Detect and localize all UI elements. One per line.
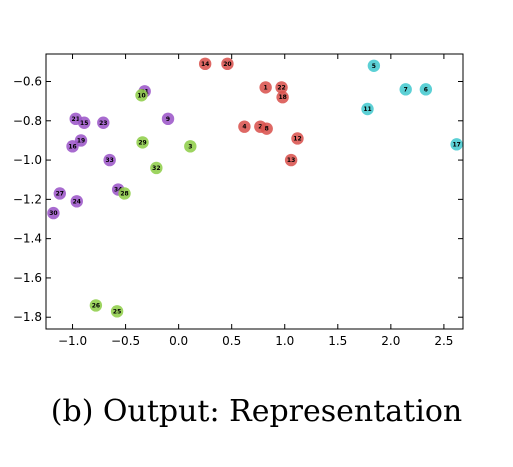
- scatter-point: [77, 116, 91, 129]
- y-axis: −0.6 −0.8 −1.0 −1.2 −1.4 −1.6 −1.8: [13, 75, 463, 324]
- y-tick-label: −0.6: [13, 75, 42, 89]
- scatter-point: [136, 136, 149, 149]
- scatter-point: [367, 59, 381, 72]
- point-label: 13: [287, 157, 295, 164]
- point-label: 27: [56, 190, 64, 197]
- point-label: 32: [152, 165, 160, 172]
- plot-frame: [45, 53, 464, 330]
- x-tick-label: 2.5: [434, 334, 453, 348]
- point-label: 4: [242, 124, 246, 131]
- point-label: 12: [293, 135, 301, 142]
- scatter-point: [70, 195, 83, 208]
- scatter-point: [284, 153, 298, 167]
- scatter-point: [135, 89, 148, 102]
- point-label: 30: [49, 210, 57, 217]
- y-tick-label: −1.6: [13, 271, 42, 285]
- scatter-point: [198, 57, 212, 71]
- point-label: 26: [92, 302, 100, 309]
- point-label: 3: [188, 143, 192, 150]
- scatter-point: [291, 132, 304, 145]
- scatter-point: [161, 112, 175, 126]
- scatter-point: [47, 206, 60, 220]
- scatter-point: [150, 161, 163, 175]
- scatter-point: [361, 102, 374, 116]
- point-label: 11: [363, 106, 371, 113]
- point-label: 29: [138, 139, 146, 146]
- point-label: 5: [372, 63, 376, 70]
- x-tick-label: −1.0: [58, 334, 87, 348]
- point-label: 17: [452, 141, 460, 148]
- scatter-point: [450, 138, 463, 151]
- x-axis: −1.0 −0.5 0.0 0.5 1.0 1.5 2.0 2.5: [58, 54, 453, 348]
- point-label: 22: [277, 84, 285, 91]
- point-label: 24: [73, 198, 81, 205]
- point-label: 28: [120, 190, 128, 197]
- point-label: 20: [223, 61, 231, 68]
- y-tick-label: −1.0: [13, 153, 42, 167]
- x-tick-label: 2.0: [381, 334, 400, 348]
- scatter-point: [53, 187, 66, 200]
- x-tick-label: 0.5: [222, 334, 241, 348]
- point-label: 9: [166, 116, 170, 123]
- points-layer: 1420122184281213576111731921152319163334…: [47, 57, 463, 318]
- point-label: 15: [80, 120, 88, 127]
- y-tick-label: −1.8: [13, 310, 42, 324]
- point-label: 14: [201, 61, 209, 68]
- scatter-point: [399, 83, 412, 96]
- scatter-point: [275, 81, 288, 94]
- scatter-point: [184, 140, 197, 153]
- y-tick-label: −0.8: [13, 114, 42, 128]
- scatter-point: [238, 120, 251, 133]
- point-label: 6: [424, 86, 428, 93]
- y-tick-label: −1.2: [13, 192, 42, 206]
- x-tick-label: 1.5: [328, 334, 347, 348]
- point-label: 1: [264, 84, 268, 91]
- plot-background: [46, 54, 463, 329]
- point-label: 10: [137, 92, 145, 99]
- point-label: 25: [113, 308, 121, 315]
- scatter-point: [110, 305, 124, 318]
- point-label: 2: [258, 124, 262, 131]
- point-label: 8: [265, 126, 269, 133]
- point-label: 34: [114, 187, 122, 194]
- scatter-point: [89, 299, 103, 312]
- scatter-point: [118, 187, 131, 200]
- figure-caption: (b) Output: Representation: [50, 394, 463, 429]
- point-label: 18: [278, 94, 286, 101]
- x-tick-label: 0.0: [169, 334, 188, 348]
- point-label: 19: [77, 137, 85, 144]
- scatter-point: [276, 91, 289, 104]
- x-tick-label: 1.0: [275, 334, 294, 348]
- scatter-point: [260, 122, 273, 135]
- scatter-point: [259, 81, 272, 94]
- y-tick-label: −1.4: [13, 232, 42, 246]
- point-label: 16: [68, 143, 76, 150]
- scatter-point: [66, 140, 79, 153]
- x-tick-label: −0.5: [111, 334, 140, 348]
- point-label: 33: [105, 157, 113, 164]
- scatter-point: [221, 57, 234, 71]
- scatter-point: [103, 153, 116, 167]
- point-label: 23: [99, 120, 107, 127]
- scatter-point: [97, 116, 110, 129]
- scatter-point: [419, 83, 433, 96]
- point-label: 21: [72, 116, 80, 123]
- point-label: 7: [404, 86, 408, 93]
